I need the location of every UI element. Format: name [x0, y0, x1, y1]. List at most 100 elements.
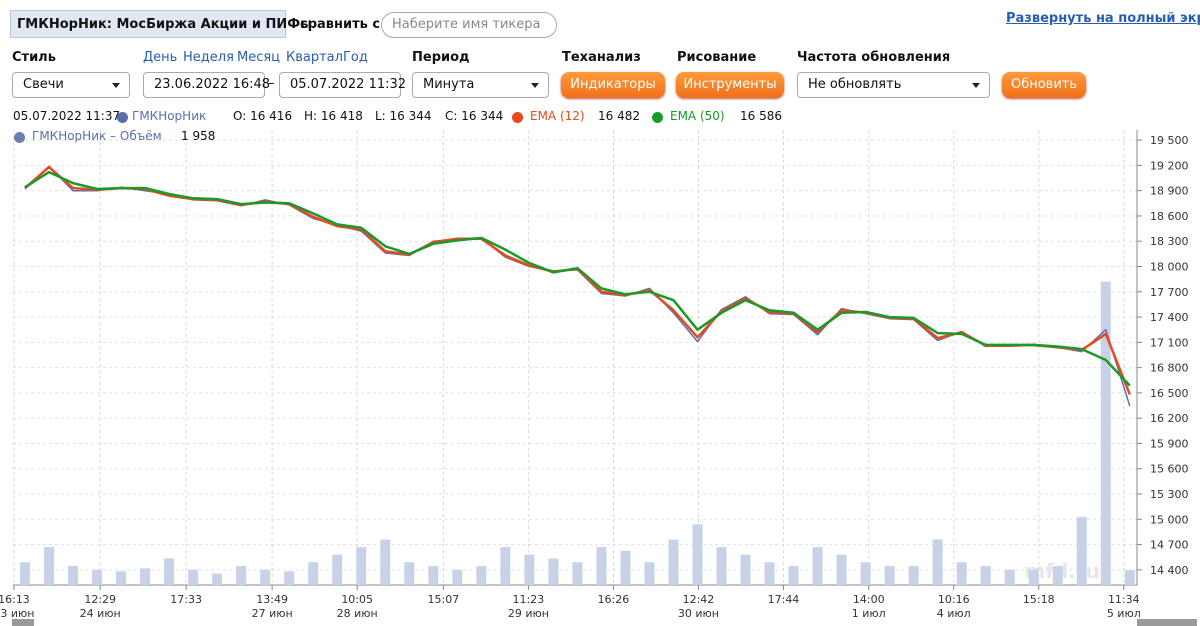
x-tick-label: 12:42 [683, 593, 715, 606]
volume-bar [1028, 569, 1039, 585]
style-label: Стиль [12, 50, 56, 65]
volume-bar [524, 554, 535, 585]
volume-bar [932, 539, 943, 585]
range-link[interactable]: Квартал [286, 50, 343, 65]
volume-bar [884, 566, 895, 585]
date-from[interactable]: 23.06.2022 16:48 [143, 72, 270, 98]
legend-marker [652, 112, 663, 123]
refresh-select[interactable]: Не обновлять [797, 72, 990, 98]
indicators-button[interactable]: Индикаторы [561, 72, 665, 98]
x-date-label: 23 июн [0, 607, 35, 620]
compare-label: сравнить с [300, 17, 381, 32]
range-link[interactable]: Год [343, 50, 368, 65]
volume-bar [692, 524, 703, 585]
y-tick-label: 18 600 [1150, 210, 1189, 223]
y-tick-label: 19 500 [1150, 134, 1189, 147]
volume-bar [428, 566, 439, 585]
x-tick-label: 14:00 [853, 593, 885, 606]
volume-bar [620, 550, 631, 585]
ticker[interactable]: ГМКНорНик: МосБиржа Акции и ПИФы [10, 10, 312, 38]
x-date-label: 1 июл [852, 607, 886, 620]
legend-label: ГМКНорНик – Объём [32, 129, 162, 143]
style-select[interactable]: Свечи [12, 72, 130, 98]
plot-area [13, 130, 1137, 585]
volume-bar [500, 547, 511, 585]
x-tick-label: 13:49 [256, 593, 288, 606]
refresh-button[interactable]: Обновить [1002, 72, 1086, 98]
volume-bar [812, 547, 823, 585]
legend-marker [14, 132, 25, 143]
x-tick-label: 15:18 [1023, 593, 1055, 606]
volume-bar [596, 547, 607, 585]
legend-marker [512, 112, 523, 123]
x-date-label: 28 июн [337, 607, 378, 620]
volume-bar [1076, 516, 1087, 585]
x-tick-label: 17:33 [170, 593, 202, 606]
x-date-label: 24 июн [80, 607, 121, 620]
y-tick-label: 15 900 [1150, 437, 1189, 450]
volume-bar [1052, 566, 1063, 585]
x-tick-label: 17:44 [768, 593, 800, 606]
legend-label: ГМКНорНик [132, 109, 207, 123]
y-tick-label: 16 500 [1150, 387, 1189, 400]
x-date-label: 5 июл [1107, 607, 1141, 620]
volume-bar [908, 566, 919, 585]
volume-bar [476, 566, 487, 585]
refresh-label: Частота обновления [797, 50, 951, 65]
volume-bar [212, 573, 223, 585]
volume-bar [260, 569, 271, 585]
date-separator: – [268, 76, 275, 91]
volume-bar [644, 562, 655, 585]
y-tick-label: 19 200 [1150, 159, 1189, 172]
legend-value: 16 482 [598, 109, 640, 123]
legend-value: 16 586 [740, 109, 782, 123]
range-link[interactable]: Месяц [237, 50, 281, 65]
volume-bar [548, 558, 559, 585]
x-tick-label: 10:05 [341, 593, 373, 606]
volume-bar [44, 547, 55, 585]
range-link[interactable]: Неделя [183, 50, 234, 65]
tools-button[interactable]: Инструменты [676, 72, 784, 98]
y-tick-label: 16 800 [1150, 362, 1189, 375]
volume-bar [356, 547, 367, 585]
volume-bar [1124, 570, 1135, 585]
x-tick-label: 10:16 [938, 593, 970, 606]
volume-bar [452, 569, 463, 585]
volume-bar [980, 566, 991, 585]
volume-bar [404, 562, 415, 585]
volume-bar [20, 562, 31, 585]
x-tick-label: 15:07 [428, 593, 460, 606]
legend-label: EMA (50) [670, 109, 725, 123]
volume-bar [236, 566, 247, 585]
x-date-label: 4 июл [937, 607, 971, 620]
volume-bar [836, 554, 847, 585]
date-to[interactable]: 05.07.2022 11:32 [279, 72, 406, 98]
x-tick-label: 16:26 [598, 593, 630, 606]
volume-bar [668, 539, 679, 585]
volume-bar [860, 562, 871, 585]
legend-value: 1 958 [181, 129, 216, 143]
volume-bar [68, 566, 79, 585]
y-tick-label: 14 700 [1150, 539, 1189, 552]
x-date-label: 27 июн [252, 607, 293, 620]
y-tick-label: 18 900 [1150, 185, 1189, 198]
legend-label: EMA (12) [530, 109, 585, 123]
draw-label: Рисование [677, 50, 757, 65]
volume-bar [140, 568, 151, 585]
scrollbar-left[interactable] [12, 619, 34, 626]
legend-ohlc: H: 16 418 [304, 109, 363, 123]
scrollbar-right[interactable] [1137, 619, 1197, 626]
fullscreen-link[interactable]: Развернуть на полный экран [1006, 11, 1200, 26]
range-link[interactable]: День [143, 50, 178, 65]
series-line [24, 170, 1131, 387]
legend-ohlc: C: 16 344 [445, 109, 504, 123]
y-tick-label: 17 400 [1150, 311, 1189, 324]
y-tick-label: 14 400 [1150, 564, 1189, 577]
x-tick-label: 16:13 [0, 593, 30, 606]
period-select[interactable]: Минута [412, 72, 549, 98]
legend-ohlc: O: 16 416 [233, 109, 293, 123]
compare-input[interactable]: Наберите имя тикера [381, 12, 557, 38]
volume-bar [380, 539, 391, 585]
volume-bar [308, 562, 319, 585]
